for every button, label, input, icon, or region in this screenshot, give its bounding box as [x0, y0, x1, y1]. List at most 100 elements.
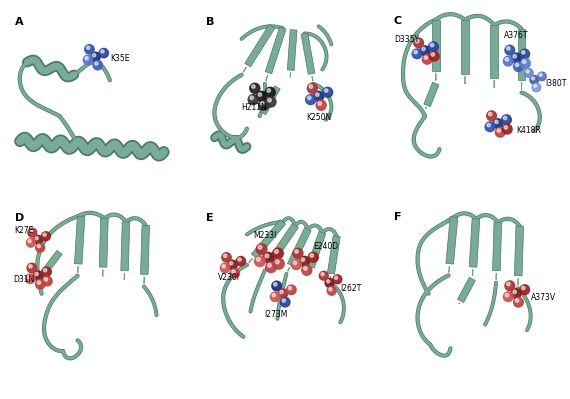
- Circle shape: [258, 245, 262, 249]
- Circle shape: [36, 243, 44, 252]
- Circle shape: [26, 274, 35, 284]
- Circle shape: [495, 120, 498, 124]
- Circle shape: [422, 54, 432, 64]
- Circle shape: [250, 83, 260, 93]
- Polygon shape: [99, 218, 108, 267]
- Circle shape: [318, 102, 321, 105]
- Circle shape: [93, 61, 103, 70]
- Text: D31N: D31N: [13, 275, 34, 284]
- Circle shape: [44, 278, 47, 281]
- Circle shape: [35, 272, 38, 276]
- Circle shape: [83, 55, 92, 65]
- Circle shape: [260, 102, 264, 105]
- Circle shape: [272, 293, 275, 297]
- Circle shape: [101, 50, 104, 53]
- Circle shape: [274, 282, 277, 286]
- Text: K250N: K250N: [306, 113, 331, 122]
- Text: M233I: M233I: [253, 231, 276, 240]
- Circle shape: [275, 250, 278, 253]
- Circle shape: [310, 254, 314, 257]
- Circle shape: [335, 276, 337, 279]
- Circle shape: [302, 265, 312, 275]
- Circle shape: [526, 70, 529, 73]
- Circle shape: [503, 292, 513, 302]
- Circle shape: [228, 260, 237, 270]
- Circle shape: [502, 115, 511, 124]
- Circle shape: [420, 46, 430, 55]
- Text: I380T: I380T: [545, 79, 567, 88]
- Circle shape: [327, 280, 330, 283]
- Circle shape: [429, 42, 438, 51]
- Circle shape: [497, 129, 500, 132]
- Polygon shape: [301, 33, 315, 74]
- Circle shape: [232, 270, 235, 273]
- Polygon shape: [268, 223, 298, 263]
- Polygon shape: [75, 216, 85, 264]
- Circle shape: [505, 57, 508, 61]
- Text: K27E: K27E: [15, 226, 34, 235]
- Circle shape: [230, 262, 233, 265]
- Circle shape: [27, 275, 31, 279]
- Circle shape: [316, 100, 326, 110]
- Circle shape: [295, 250, 298, 253]
- Circle shape: [532, 77, 535, 80]
- Text: K418R: K418R: [516, 126, 541, 135]
- Circle shape: [507, 47, 510, 50]
- Circle shape: [534, 85, 537, 87]
- Circle shape: [530, 75, 539, 84]
- Circle shape: [329, 288, 332, 291]
- Circle shape: [522, 60, 526, 63]
- Text: A: A: [15, 18, 23, 28]
- Circle shape: [304, 267, 307, 270]
- Circle shape: [222, 253, 231, 262]
- Circle shape: [539, 73, 542, 76]
- Circle shape: [274, 259, 284, 269]
- Polygon shape: [458, 277, 475, 302]
- Circle shape: [309, 85, 312, 88]
- Circle shape: [282, 299, 286, 302]
- Polygon shape: [260, 86, 280, 115]
- Circle shape: [27, 263, 36, 273]
- Circle shape: [275, 260, 279, 264]
- Polygon shape: [424, 82, 439, 107]
- Polygon shape: [515, 226, 524, 276]
- Circle shape: [414, 50, 417, 54]
- Circle shape: [267, 89, 271, 92]
- Circle shape: [293, 261, 296, 265]
- Circle shape: [85, 57, 88, 60]
- Circle shape: [429, 51, 439, 61]
- Circle shape: [431, 53, 434, 56]
- Circle shape: [28, 228, 36, 237]
- Circle shape: [319, 271, 328, 280]
- Circle shape: [280, 297, 290, 307]
- Circle shape: [504, 126, 507, 129]
- Circle shape: [324, 89, 328, 92]
- Circle shape: [43, 233, 46, 236]
- Polygon shape: [461, 20, 469, 74]
- Circle shape: [307, 83, 317, 93]
- Circle shape: [487, 111, 496, 120]
- Circle shape: [91, 52, 100, 61]
- Circle shape: [307, 96, 311, 100]
- Circle shape: [495, 127, 505, 137]
- Circle shape: [487, 123, 490, 127]
- Circle shape: [28, 265, 32, 268]
- Circle shape: [513, 290, 516, 294]
- Polygon shape: [492, 222, 502, 271]
- Circle shape: [293, 248, 303, 258]
- Circle shape: [287, 285, 296, 294]
- Text: E: E: [206, 213, 213, 223]
- Circle shape: [485, 122, 495, 132]
- Circle shape: [33, 271, 43, 280]
- Circle shape: [85, 45, 94, 54]
- Text: A373V: A373V: [531, 293, 556, 302]
- Circle shape: [524, 69, 533, 77]
- Circle shape: [513, 55, 516, 58]
- Circle shape: [37, 281, 40, 284]
- Text: C: C: [394, 16, 402, 26]
- Circle shape: [301, 258, 305, 261]
- Text: E240D: E240D: [314, 243, 339, 251]
- Circle shape: [238, 258, 241, 261]
- Circle shape: [511, 289, 521, 298]
- Circle shape: [30, 229, 32, 233]
